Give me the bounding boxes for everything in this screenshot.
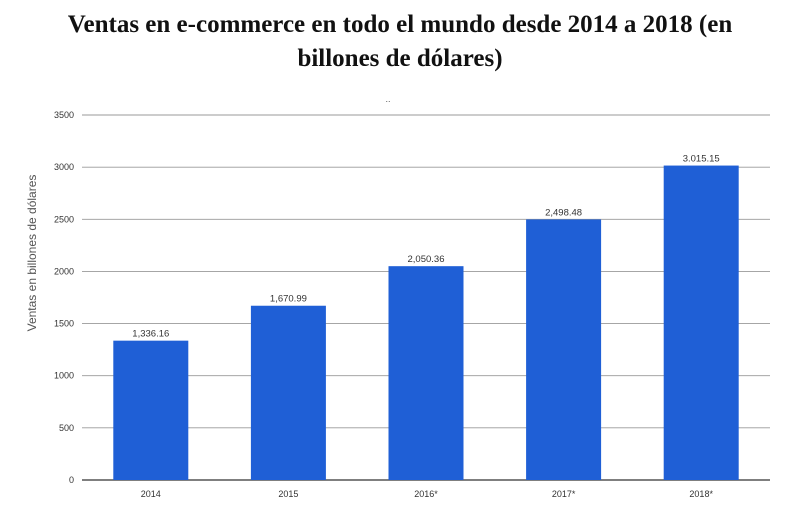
top-marker: ..	[385, 94, 390, 104]
bar-2014	[113, 340, 189, 480]
x-tick-label: 2015	[278, 489, 298, 499]
y-axis-label: Ventas en billones de dólares	[25, 175, 39, 332]
y-tick-label: 500	[59, 423, 74, 433]
y-tick-label: 2000	[54, 266, 74, 276]
data-label: 3.015.15	[683, 154, 720, 165]
chart-title-line-2: billones de dólares)	[297, 45, 503, 72]
grid-lines	[82, 114, 770, 481]
data-labels: 1,336.16 1,670.99 2,050.36 2,498.48 3.015.15	[132, 154, 719, 340]
bar-2016	[388, 266, 464, 480]
x-tick-label: 2016*	[414, 489, 438, 499]
x-tick-label: 2014	[141, 489, 161, 499]
x-tick-label: 2018*	[689, 489, 713, 499]
y-tick-label: 3500	[54, 110, 74, 120]
bar-2015	[250, 305, 326, 480]
chart-title-line-1: Ventas en e-commerce en todo el mundo de…	[67, 11, 733, 38]
chart-title: Ventas en e-commerce en todo el mundo de…	[0, 8, 800, 76]
data-label: 2,498.48	[545, 207, 582, 218]
data-label: 2,050.36	[408, 254, 445, 265]
y-tick-label: 2500	[54, 214, 74, 224]
y-tick-label: 1000	[54, 371, 74, 381]
bar-2017	[526, 219, 602, 481]
y-tick-label: 3000	[54, 162, 74, 172]
y-tick-label: 0	[69, 475, 74, 485]
x-tick-label: 2017*	[552, 489, 576, 499]
data-label: 1,336.16	[132, 329, 169, 340]
x-tick-labels: 2014 2015 2016* 2017* 2018*	[141, 489, 714, 499]
bar-2018	[663, 165, 739, 480]
y-tick-labels: 0 500 1000 1500 2000 2500 3000 3500	[54, 110, 74, 485]
bars	[113, 165, 739, 481]
y-tick-label: 1500	[54, 319, 74, 329]
data-label: 1,670.99	[270, 294, 307, 305]
